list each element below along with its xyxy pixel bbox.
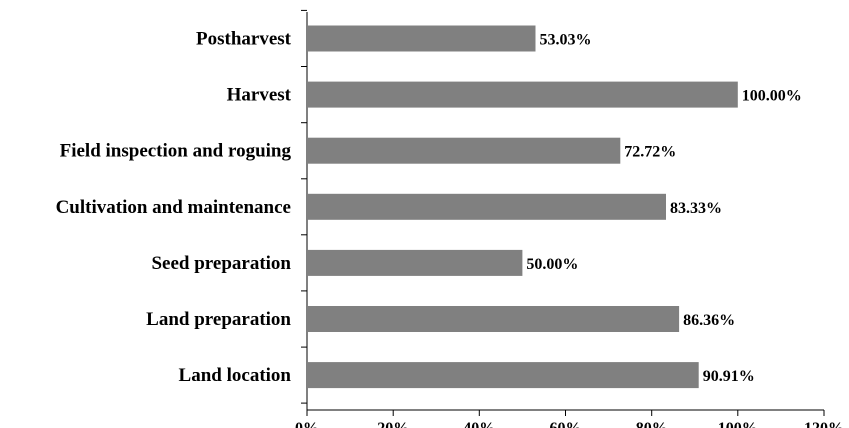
- x-tick-label: 80%: [636, 420, 668, 428]
- category-label: Seed preparation: [151, 253, 291, 274]
- data-label: 100.00%: [742, 88, 802, 105]
- bar: [308, 362, 699, 389]
- x-tick-label: 20%: [377, 420, 409, 428]
- bar: [308, 25, 536, 52]
- category-label: Land preparation: [146, 309, 291, 330]
- bar: [308, 306, 680, 332]
- x-tick-label: 100%: [718, 420, 758, 428]
- bar: [308, 193, 666, 220]
- category-label: Cultivation and maintenance: [56, 197, 291, 218]
- bar: [308, 137, 621, 164]
- bar: [308, 81, 738, 108]
- category-label: Harvest: [227, 85, 292, 106]
- x-tick-label: 60%: [550, 420, 582, 428]
- category-label: Land location: [179, 365, 292, 386]
- x-tick-label: 0%: [295, 420, 319, 428]
- x-tick-label: 120%: [804, 420, 844, 428]
- data-label: 86.36%: [683, 312, 735, 329]
- data-label: 90.91%: [703, 368, 755, 385]
- axis-layer: [301, 9, 825, 416]
- data-label: 72.72%: [624, 144, 676, 161]
- category-label: Postharvest: [196, 29, 292, 50]
- data-label: 53.03%: [540, 32, 592, 49]
- bars-layer: [308, 25, 738, 389]
- x-tick-label: 40%: [463, 420, 495, 428]
- data-label: 50.00%: [526, 256, 578, 273]
- category-label: Field inspection and roguing: [60, 141, 292, 162]
- labels-layer: Postharvest 53.03% Harvest 100.00% Field ins…: [56, 29, 844, 428]
- data-label: 83.33%: [670, 200, 722, 217]
- bar: [308, 249, 523, 276]
